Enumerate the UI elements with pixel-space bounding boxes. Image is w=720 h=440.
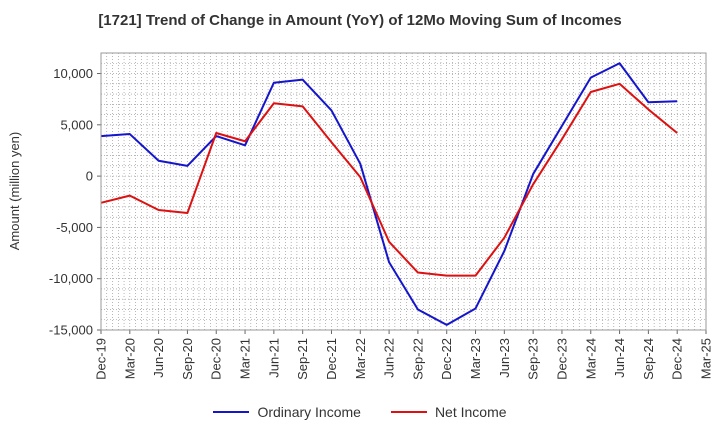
x-tick-label: Dec-19 (94, 338, 109, 380)
legend: Ordinary Income Net Income (0, 404, 720, 420)
legend-item-ordinary-income: Ordinary Income (213, 404, 361, 420)
legend-swatch-ordinary-income (213, 411, 250, 413)
legend-label-net-income: Net Income (434, 404, 507, 420)
x-tick-label: Mar-24 (583, 338, 598, 379)
plot-border (100, 52, 707, 331)
x-tick-label: Sep-23 (526, 338, 541, 380)
plot-area (101, 53, 706, 330)
x-tick-label: Sep-22 (410, 338, 425, 380)
x-tick-label: Jun-22 (382, 338, 397, 378)
x-tick-label: Sep-24 (641, 338, 656, 380)
y-tick-label: -15,000 (49, 323, 93, 338)
y-axis-label: Amount (million yen) (7, 132, 22, 251)
x-tick-label: Jun-23 (497, 338, 512, 378)
x-tick-label: Dec-20 (209, 338, 224, 380)
x-tick-label: Sep-21 (295, 338, 310, 380)
series-line-ordinary-income (100, 62, 678, 326)
x-tick-label: Mar-20 (122, 338, 137, 379)
series-lines (100, 62, 678, 326)
x-tick-label: Jun-21 (266, 338, 281, 378)
x-tick-label: Jun-20 (151, 338, 166, 378)
x-tick-label: Mar-21 (238, 338, 253, 379)
x-tick-label: Mar-22 (353, 338, 368, 379)
x-tick-label: Mar-25 (699, 338, 714, 379)
y-tick-label: 10,000 (53, 66, 93, 81)
x-tick-label: Dec-24 (670, 338, 685, 380)
x-tick-label: Dec-23 (554, 338, 569, 380)
legend-swatch-net-income (390, 411, 427, 413)
x-tick-label: Dec-22 (439, 338, 454, 380)
chart-title: [1721] Trend of Change in Amount (YoY) o… (98, 12, 622, 29)
y-tick-label: 0 (86, 169, 93, 184)
x-tick-labels: Dec-19 Mar-20 Jun-20 Sep-20 Dec-20 Mar-21 Jun-… (94, 330, 714, 380)
x-tick-label: Mar-23 (468, 338, 483, 379)
y-tick-label: -10,000 (49, 271, 93, 286)
grid-lines (101, 53, 706, 330)
legend-label-ordinary-income: Ordinary Income (257, 404, 361, 420)
x-tick-label: Sep-20 (180, 338, 195, 380)
x-tick-label: Dec-21 (324, 338, 339, 380)
y-tick-labels: 10,000 5,000 0 -5,000 -10,000 -15,000 (49, 66, 101, 338)
y-tick-label: 5,000 (60, 117, 93, 132)
y-tick-label: -5,000 (56, 220, 93, 235)
series-line-net-income (100, 82, 678, 277)
legend-item-net-income: Net Income (390, 404, 507, 420)
x-tick-label: Jun-24 (612, 338, 627, 378)
